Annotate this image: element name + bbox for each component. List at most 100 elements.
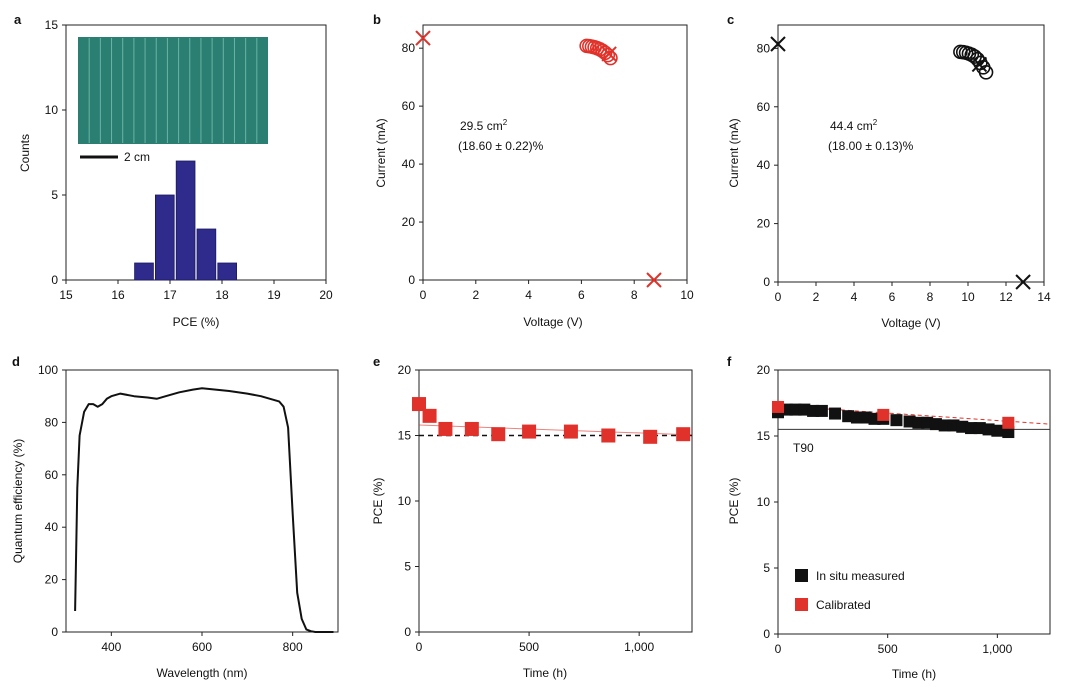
cross-stroke	[601, 46, 617, 62]
panel-c-area-superscript: 2	[873, 118, 878, 127]
x-tick-label: 2	[472, 288, 479, 302]
y-tick-label: 20	[757, 363, 771, 377]
x-tick-label: 600	[192, 640, 212, 654]
x-tick-label: 10	[961, 290, 975, 304]
panel-e-ylabel: PCE (%)	[371, 478, 385, 525]
histogram-bar	[154, 194, 175, 281]
y-tick-label: 40	[402, 157, 416, 171]
calibrated-square-point	[877, 408, 890, 421]
x-tick-label: 10	[680, 288, 694, 302]
panel-f-legend: In situ measured Calibrated	[795, 569, 905, 612]
panel-d-xlabel: Wavelength (nm)	[157, 666, 248, 680]
y-tick-label: 10	[398, 494, 412, 508]
panel-f-t90-label: T90	[793, 441, 814, 455]
panel-b-ylabel: Current (mA)	[374, 118, 388, 187]
panel-c-area-text: 44.4 cm	[830, 119, 873, 133]
panel-e-xlabel: Time (h)	[523, 666, 567, 680]
panel-b-plot-frame	[422, 24, 688, 281]
y-tick-label: 20	[402, 215, 416, 229]
x-tick-label: 19	[267, 288, 281, 302]
legend-label-in-situ: In situ measured	[816, 569, 905, 583]
x-tick-label: 500	[519, 640, 539, 654]
y-tick-label: 20	[398, 363, 412, 377]
histogram-bar	[134, 262, 154, 281]
in-situ-square-point	[890, 414, 903, 427]
cross-stroke	[971, 56, 988, 73]
pce-square-point	[438, 421, 453, 436]
panel-e-stability: e 0 500 1,000 0 5 10 15 20 Time (h) PCE (%)	[371, 354, 693, 680]
y-tick-label: 15	[398, 429, 412, 443]
iv-circle-point	[600, 47, 616, 63]
x-tick-label: 4	[525, 288, 532, 302]
panel-a-letter: a	[14, 12, 22, 27]
x-tick-label: 6	[578, 288, 585, 302]
y-tick-label: 5	[763, 561, 770, 575]
iv-circle-point	[595, 43, 610, 59]
pce-square-point	[412, 397, 426, 412]
y-tick-label: 10	[45, 103, 59, 117]
y-tick-label: 0	[51, 273, 58, 287]
x-tick-label: 1,000	[982, 642, 1012, 656]
inset-photo	[78, 37, 268, 144]
legend-swatch-calibrated	[795, 598, 808, 611]
x-tick-label: 800	[283, 640, 303, 654]
in-situ-square-point	[815, 404, 828, 417]
scale-bar-label: 2 cm	[124, 150, 150, 164]
y-tick-label: 40	[45, 520, 59, 534]
panel-f-ylabel: PCE (%)	[727, 478, 741, 525]
histogram-bar	[175, 160, 196, 281]
panel-d-letter: d	[12, 354, 20, 369]
x-tick-label: 1,000	[624, 640, 654, 654]
y-tick-label: 80	[402, 41, 416, 55]
panel-a-plot-frame	[65, 24, 327, 281]
in-situ-square-point	[1002, 426, 1015, 439]
panel-a-scale-bar: 2 cm	[80, 150, 150, 164]
histogram-bar	[196, 228, 217, 281]
y-tick-label: 60	[402, 99, 416, 113]
calibrated-square-point	[772, 400, 784, 413]
pce-square-point	[491, 427, 506, 442]
pce-square-point	[422, 408, 437, 423]
y-tick-label: 60	[45, 468, 59, 482]
panel-f-letter: f	[727, 354, 732, 369]
x-tick-label: 8	[631, 288, 638, 302]
x-tick-label: 14	[1037, 290, 1051, 304]
panel-c-plot-frame	[777, 24, 1045, 283]
iv-cross-marker	[415, 30, 431, 46]
y-tick-label: 15	[757, 429, 771, 443]
panel-e-letter: e	[373, 354, 380, 369]
panel-c-pce-annotation: (18.00 ± 0.13)%	[828, 139, 914, 153]
legend-swatch-in-situ	[795, 569, 808, 582]
y-tick-label: 15	[45, 18, 59, 32]
panel-b-area-text: 29.5 cm	[460, 119, 503, 133]
panel-f-xlabel: Time (h)	[892, 667, 936, 681]
panel-b-xlabel: Voltage (V)	[523, 315, 582, 329]
x-tick-label: 0	[416, 640, 423, 654]
panel-d-ylabel: Quantum efficiency (%)	[11, 439, 25, 564]
panel-a-inset-photo	[78, 37, 268, 144]
x-tick-label: 500	[878, 642, 898, 656]
histogram-bar	[217, 262, 238, 281]
x-tick-label: 15	[59, 288, 73, 302]
panel-a-pce-histogram: a 2 cm 15 16 17 18 19 20 0 5 10 15 PCE (%) Counts	[14, 12, 333, 329]
y-tick-label: 40	[757, 158, 771, 172]
iv-cross-marker	[770, 36, 786, 52]
y-tick-label: 0	[763, 627, 770, 641]
panel-a-xlabel: PCE (%)	[173, 315, 220, 329]
x-tick-label: 400	[101, 640, 121, 654]
panel-c-xlabel: Voltage (V)	[881, 316, 940, 330]
panel-b-pce-annotation: (18.60 ± 0.22)%	[458, 139, 544, 153]
x-tick-label: 0	[775, 290, 782, 304]
y-tick-label: 5	[51, 188, 58, 202]
y-tick-label: 80	[45, 415, 59, 429]
calibrated-square-point	[1002, 416, 1015, 429]
iv-cross-marker	[601, 46, 617, 62]
cross-stroke	[415, 30, 431, 46]
cross-stroke	[770, 36, 786, 52]
y-tick-label: 80	[757, 41, 771, 55]
y-tick-label: 0	[404, 625, 411, 639]
y-tick-label: 0	[763, 275, 770, 289]
pce-square-point	[601, 428, 616, 443]
